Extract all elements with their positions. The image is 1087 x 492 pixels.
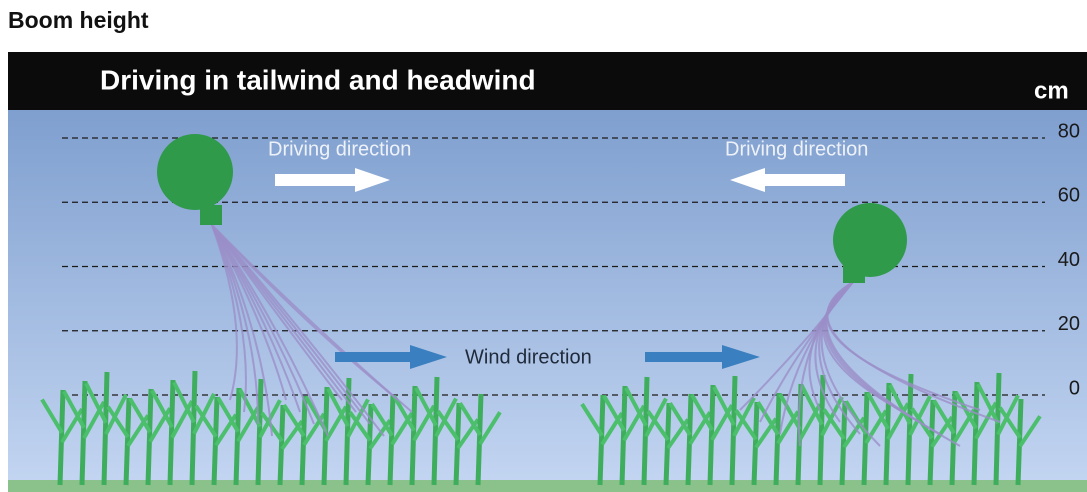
plant-stem (886, 383, 889, 485)
diagram: Boom height Driving in tailwind and head… (0, 0, 1087, 492)
scale-label: 20 (1058, 313, 1080, 335)
plant-stem (434, 377, 437, 485)
scale-label: 0 (1069, 377, 1080, 399)
plant-stem (710, 385, 713, 485)
page-title: Boom height (8, 7, 149, 33)
plant-stem (996, 373, 999, 485)
plant-stem (170, 380, 173, 485)
driving-label-left: Driving direction (268, 138, 411, 160)
wind-label: Wind direction (465, 346, 592, 368)
plant-stem (732, 376, 735, 485)
plant-stem (974, 382, 977, 485)
scale-label: 80 (1058, 120, 1080, 142)
nozzle-right-tip (843, 265, 865, 283)
page: Boom height Driving in tailwind and head… (0, 0, 1087, 492)
scale-label: 40 (1058, 249, 1080, 271)
plant-stem (82, 381, 85, 485)
banner-title: Driving in tailwind and headwind (100, 64, 536, 95)
nozzle-left-tip (200, 205, 222, 225)
plant-stem (192, 371, 195, 485)
unit-label: cm (1034, 77, 1069, 104)
plant-stem (644, 377, 647, 485)
plant-stem (104, 372, 107, 485)
nozzle-left (157, 134, 233, 210)
plant-stem (908, 374, 911, 485)
scale-label: 60 (1058, 185, 1080, 207)
plant-stem (258, 379, 261, 485)
driving-label-right: Driving direction (725, 138, 868, 160)
